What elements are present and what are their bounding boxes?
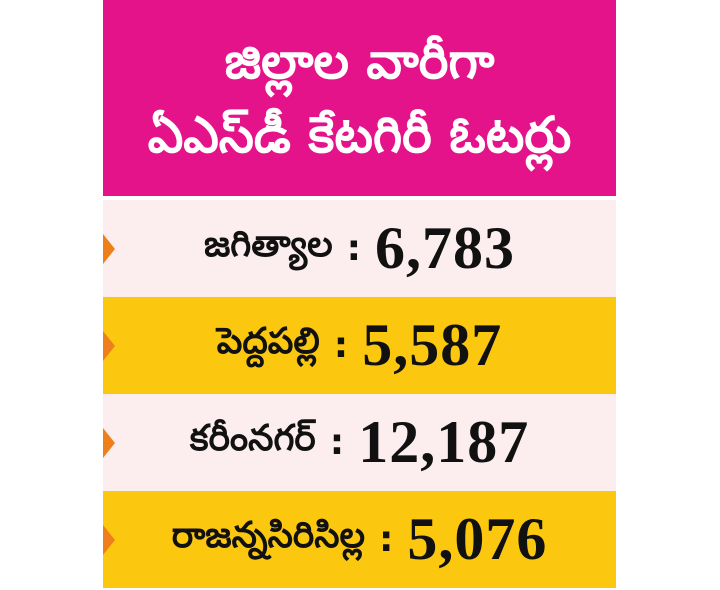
district-row: కరీంనగర్ : 12,187: [103, 394, 616, 491]
header-title-line-1: జిల్లాల వారీగా: [224, 32, 495, 90]
separator: :: [333, 325, 349, 366]
voter-count: 6,783: [375, 215, 516, 281]
voter-count: 5,076: [407, 506, 548, 572]
arrow-marker-icon: [103, 427, 115, 458]
arrow-marker-icon: [103, 524, 115, 555]
district-row: రాజన్నసిరిసిల్ల : 5,076: [103, 491, 616, 588]
header-banner: జిల్లాల వారీగా ఏఎస్‌డీ కేటగిరీ ఓటర్లు: [103, 0, 616, 196]
separator: :: [329, 422, 345, 463]
district-name: పెద్దపల్లి: [216, 320, 320, 362]
voter-stats-card: జిల్లాల వారీగా ఏఎస్‌డీ కేటగిరీ ఓటర్లు జగ…: [103, 0, 616, 590]
district-name: జగిత్యాల: [203, 223, 333, 265]
separator: :: [379, 519, 394, 560]
voter-count: 12,187: [358, 409, 530, 475]
header-title-line-2: ఏఎస్‌డీ కేటగిరీ ఓటర్లు: [147, 106, 572, 164]
district-row: పెద్దపల్లి : 5,587: [103, 297, 616, 394]
arrow-marker-icon: [103, 330, 115, 361]
district-row: జగిత్యాల : 6,783: [103, 200, 616, 297]
voter-count: 5,587: [362, 312, 503, 378]
district-name: కరీంనగర్: [189, 417, 316, 459]
district-name: రాజన్నసిరిసిల్ల: [171, 514, 366, 556]
separator: :: [346, 228, 362, 269]
arrow-marker-icon: [103, 233, 115, 264]
